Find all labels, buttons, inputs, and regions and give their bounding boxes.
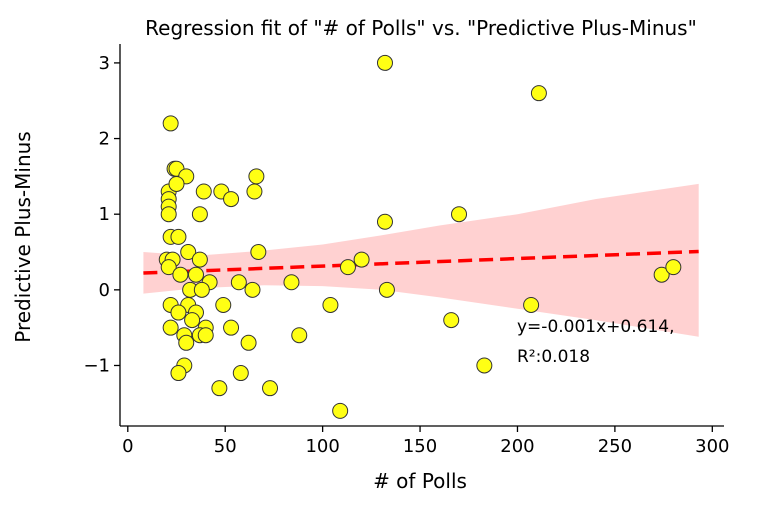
confidence-band-layer xyxy=(143,183,699,337)
x-ticks: 0 50 100 150 200 250 300 xyxy=(122,426,729,457)
data-point xyxy=(653,266,670,283)
data-point xyxy=(223,191,240,208)
data-point xyxy=(322,296,339,313)
x-tick-label: 300 xyxy=(695,436,729,457)
data-point xyxy=(162,319,179,336)
data-point xyxy=(191,251,208,268)
data-point xyxy=(246,183,263,200)
data-point xyxy=(262,380,279,397)
data-point xyxy=(250,244,267,261)
y-tick-label: 1 xyxy=(99,204,110,225)
y-tick-label: 3 xyxy=(99,53,110,74)
data-point xyxy=(193,281,210,298)
y-ticks: −1 0 1 2 3 xyxy=(83,53,120,376)
data-point xyxy=(232,365,249,382)
x-tick-label: 200 xyxy=(500,436,534,457)
regression-equation: y=-0.001x+0.614, xyxy=(517,317,674,337)
data-point xyxy=(215,296,232,313)
data-point xyxy=(197,327,214,344)
data-point xyxy=(665,259,682,276)
x-tick-label: 250 xyxy=(598,436,632,457)
chart-title: Regression fit of "# of Polls" vs. "Pred… xyxy=(145,16,697,40)
data-point xyxy=(168,175,185,192)
data-point xyxy=(180,244,197,261)
data-point xyxy=(223,319,240,336)
data-point xyxy=(160,259,177,276)
data-point xyxy=(339,259,356,276)
data-point xyxy=(530,85,547,102)
data-point xyxy=(353,251,370,268)
data-point xyxy=(195,183,212,200)
data-point xyxy=(451,206,468,223)
data-point xyxy=(443,312,460,329)
data-point xyxy=(332,402,349,419)
data-point xyxy=(184,312,201,329)
y-tick-label: 2 xyxy=(99,129,110,150)
data-point xyxy=(187,266,204,283)
y-tick-label: −1 xyxy=(83,355,110,376)
y-axis-label: Predictive Plus-Minus xyxy=(11,131,35,342)
x-tick-label: 100 xyxy=(305,436,339,457)
data-point xyxy=(283,274,300,291)
x-tick-label: 0 xyxy=(122,436,133,457)
data-point xyxy=(240,334,257,351)
r-squared: R²:0.018 xyxy=(517,347,590,367)
data-point xyxy=(523,296,540,313)
confidence-band xyxy=(143,183,699,337)
data-point xyxy=(476,357,493,374)
data-point xyxy=(376,213,393,230)
x-axis-label: # of Polls xyxy=(373,469,467,493)
data-point xyxy=(376,54,393,71)
regression-line xyxy=(143,249,699,275)
data-point xyxy=(170,228,187,245)
data-point xyxy=(170,304,187,321)
data-point xyxy=(191,206,208,223)
data-point xyxy=(244,281,261,298)
data-point xyxy=(230,274,247,291)
y-tick-label: 0 xyxy=(99,280,110,301)
regression-annotation: y=-0.001x+0.614, R²:0.018 xyxy=(517,317,674,367)
x-tick-label: 50 xyxy=(214,436,237,457)
data-point xyxy=(172,266,189,283)
data-point xyxy=(162,115,179,132)
data-point xyxy=(248,168,265,185)
x-tick-label: 150 xyxy=(403,436,437,457)
data-point xyxy=(178,334,195,351)
fit-line-layer xyxy=(143,249,699,275)
data-point xyxy=(378,281,395,298)
data-point xyxy=(211,380,228,397)
scatter-points xyxy=(158,54,682,419)
data-point xyxy=(291,327,308,344)
data-point xyxy=(170,365,187,382)
data-point xyxy=(160,206,177,223)
